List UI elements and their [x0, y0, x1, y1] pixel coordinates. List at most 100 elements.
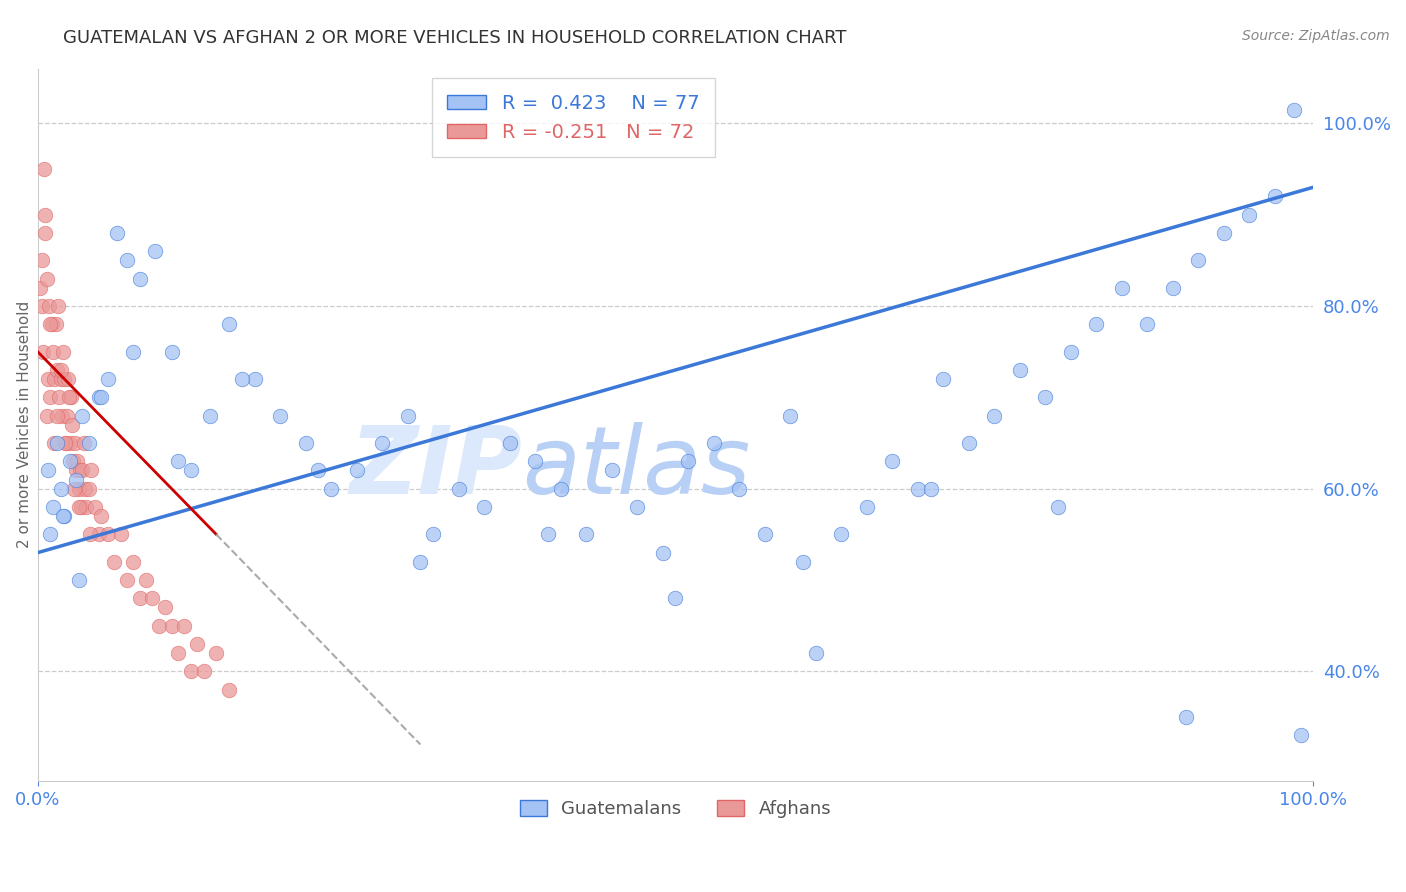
Point	[269, 409, 291, 423]
Point	[1047, 500, 1070, 514]
Point	[1085, 318, 1108, 332]
Point	[664, 591, 686, 606]
Point	[243, 372, 266, 386]
Point	[1239, 208, 1261, 222]
Point	[830, 527, 852, 541]
Point	[70, 500, 93, 514]
Point	[122, 555, 145, 569]
Point	[90, 390, 112, 404]
Point	[32, 161, 55, 176]
Y-axis label: 2 or more Vehicles in Household: 2 or more Vehicles in Household	[17, 301, 32, 549]
Point	[49, 372, 72, 386]
Point	[920, 482, 942, 496]
Point	[754, 527, 776, 541]
Point	[46, 299, 69, 313]
Point	[37, 271, 59, 285]
Point	[143, 244, 166, 259]
Point	[69, 463, 91, 477]
Point	[66, 454, 89, 468]
Legend: Guatemalans, Afghans: Guatemalans, Afghans	[512, 793, 838, 825]
Point	[53, 436, 76, 450]
Point	[72, 436, 94, 450]
Point	[67, 500, 90, 514]
Point	[65, 463, 87, 477]
Point	[346, 463, 368, 477]
Point	[180, 665, 202, 679]
Point	[218, 318, 240, 332]
Point	[51, 409, 73, 423]
Point	[856, 500, 879, 514]
Point	[58, 436, 80, 450]
Point	[1174, 710, 1197, 724]
Point	[38, 299, 60, 313]
Point	[87, 527, 110, 541]
Point	[319, 482, 342, 496]
Point	[198, 409, 221, 423]
Point	[84, 500, 107, 514]
Point	[90, 509, 112, 524]
Point	[1035, 390, 1057, 404]
Point	[180, 463, 202, 477]
Point	[396, 409, 419, 423]
Point	[37, 463, 59, 477]
Point	[45, 436, 67, 450]
Point	[103, 555, 125, 569]
Point	[186, 637, 208, 651]
Point	[79, 527, 101, 541]
Point	[422, 527, 444, 541]
Point	[537, 527, 560, 541]
Point	[600, 463, 623, 477]
Point	[524, 454, 547, 468]
Point	[193, 665, 215, 679]
Point	[105, 226, 128, 240]
Point	[447, 482, 470, 496]
Point	[35, 409, 58, 423]
Point	[1264, 189, 1286, 203]
Point	[72, 463, 94, 477]
Point	[792, 555, 814, 569]
Point	[167, 454, 190, 468]
Point	[65, 473, 87, 487]
Point	[34, 208, 56, 222]
Point	[409, 555, 432, 569]
Text: GUATEMALAN VS AFGHAN 2 OR MORE VEHICLES IN HOUSEHOLD CORRELATION CHART: GUATEMALAN VS AFGHAN 2 OR MORE VEHICLES …	[63, 29, 846, 46]
Point	[1187, 253, 1209, 268]
Text: Source: ZipAtlas.com: Source: ZipAtlas.com	[1241, 29, 1389, 43]
Point	[110, 527, 132, 541]
Point	[1289, 728, 1312, 742]
Point	[371, 436, 394, 450]
Point	[678, 454, 700, 468]
Point	[31, 253, 53, 268]
Point	[58, 454, 80, 468]
Point	[550, 482, 572, 496]
Point	[52, 509, 75, 524]
Point	[97, 372, 120, 386]
Point	[498, 436, 520, 450]
Point	[779, 409, 801, 423]
Point	[58, 390, 80, 404]
Point	[67, 573, 90, 587]
Point	[31, 344, 53, 359]
Point	[1282, 103, 1305, 117]
Point	[38, 318, 60, 332]
Point	[1213, 226, 1236, 240]
Point	[651, 546, 673, 560]
Point	[1161, 281, 1184, 295]
Point	[46, 409, 69, 423]
Point	[30, 281, 52, 295]
Point	[63, 482, 86, 496]
Point	[115, 573, 138, 587]
Point	[72, 409, 94, 423]
Point	[882, 454, 904, 468]
Point	[55, 436, 77, 450]
Point	[53, 372, 76, 386]
Point	[58, 372, 80, 386]
Point	[56, 409, 79, 423]
Point	[155, 600, 177, 615]
Point	[62, 454, 84, 468]
Point	[167, 646, 190, 660]
Point	[148, 618, 170, 632]
Point	[804, 646, 827, 660]
Point	[115, 253, 138, 268]
Point	[128, 271, 150, 285]
